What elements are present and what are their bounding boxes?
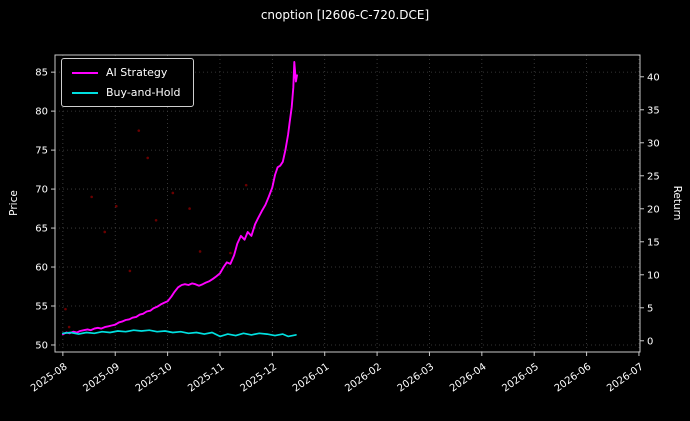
svg-text:2025-11: 2025-11 [186, 361, 227, 394]
buy-and-hold-line [62, 329, 297, 338]
svg-text:2025-12: 2025-12 [239, 361, 280, 394]
legend-item-ai-strategy: AI Strategy [72, 66, 181, 79]
ai-strategy-line [61, 61, 298, 336]
legend-label-buy-and-hold: Buy-and-Hold [106, 86, 181, 99]
svg-text:70: 70 [35, 185, 48, 196]
ai-strategy-line-swatch [72, 71, 98, 74]
svg-text:2026-04: 2026-04 [448, 361, 489, 394]
svg-text:2026-07: 2026-07 [605, 361, 646, 394]
svg-text:25: 25 [647, 171, 660, 182]
svg-text:20: 20 [647, 204, 660, 215]
signal-dots [64, 129, 248, 329]
svg-text:60: 60 [35, 263, 48, 274]
svg-text:2026-02: 2026-02 [343, 361, 384, 394]
svg-text:75: 75 [35, 146, 48, 157]
svg-text:5: 5 [647, 303, 653, 314]
svg-text:15: 15 [647, 237, 660, 248]
svg-text:55: 55 [35, 302, 48, 313]
svg-text:35: 35 [647, 105, 660, 116]
svg-text:40: 40 [647, 72, 660, 83]
legend-item-buy-and-hold: Buy-and-Hold [72, 86, 181, 99]
svg-text:2026-01: 2026-01 [291, 361, 332, 394]
svg-text:2026-06: 2026-06 [553, 361, 594, 394]
svg-text:65: 65 [35, 224, 48, 235]
svg-text:0: 0 [647, 336, 653, 347]
svg-text:10: 10 [647, 270, 660, 281]
chart-title: cnoption [I2606-C-720.DCE] [260, 8, 430, 22]
buy-and-hold-line-swatch [72, 91, 98, 94]
svg-text:2026-03: 2026-03 [396, 361, 437, 394]
svg-text:80: 80 [35, 107, 48, 118]
legend-label-ai-strategy: AI Strategy [106, 66, 168, 79]
legend: AI Strategy Buy-and-Hold [61, 58, 194, 107]
svg-text:50: 50 [35, 340, 48, 351]
svg-text:2026-05: 2026-05 [500, 361, 541, 394]
svg-text:2025-08: 2025-08 [29, 361, 70, 394]
svg-text:2025-09: 2025-09 [81, 361, 122, 394]
svg-text:85: 85 [35, 68, 48, 79]
svg-text:2025-10: 2025-10 [134, 361, 175, 394]
svg-text:30: 30 [647, 138, 660, 149]
